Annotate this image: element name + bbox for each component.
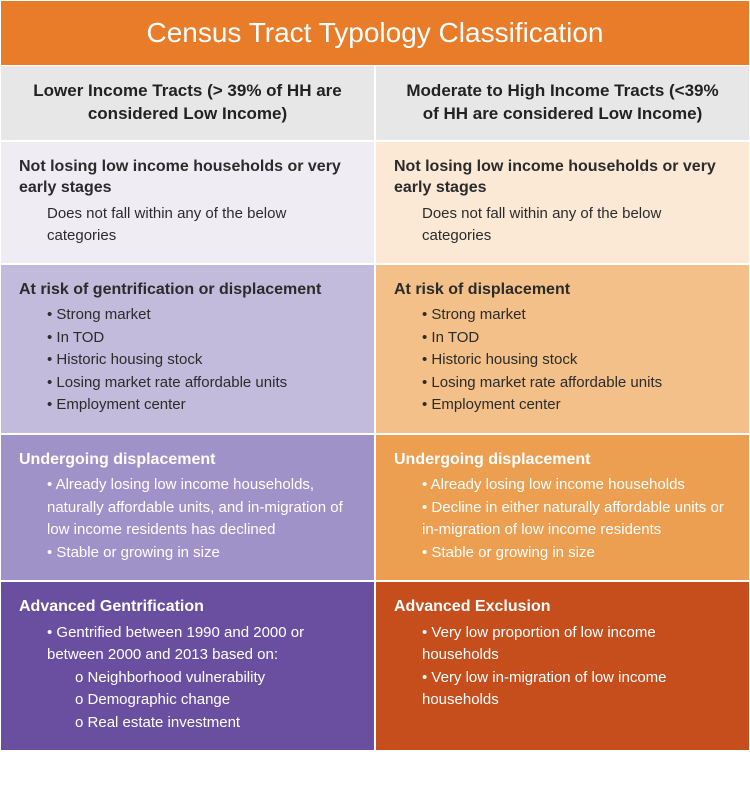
stage-title: Not losing low income households or very… [19,156,356,199]
stage-title: At risk of gentrification or displacemen… [19,279,356,301]
stage-title: Undergoing displacement [19,449,356,471]
stage-body: Does not fall within any of the below ca… [394,203,731,247]
sub-bullet-item: Demographic change [75,689,356,712]
bullet-item: Already losing low income households, na… [47,474,356,542]
stage-cell-col0-row2: Undergoing displacement Already losing lo… [0,434,375,582]
stage-bullets: Already losing low income households, na… [19,474,356,564]
stage-bullets: Strong marketIn TODHistoric housing stoc… [19,304,356,417]
stage-cell-col1-row3: Advanced Exclusion Very low proportion of… [375,581,750,751]
column-header-0: Lower Income Tracts (> 39% of HH are con… [0,65,375,141]
stage-cell-col1-row2: Undergoing displacement Already losing lo… [375,434,750,582]
bullet-item: Strong market [47,304,356,327]
sub-bullet-item: Real estate investment [75,712,356,735]
bullet-item: Stable or growing in size [47,542,356,565]
bullet-item: Losing market rate affordable units [47,372,356,395]
stage-body: Does not fall within any of the below ca… [19,203,356,247]
stage-cell-col0-row0: Not losing low income households or very… [0,141,375,264]
stage-title: Advanced Gentrification [19,596,356,618]
stage-cell-col0-row1: At risk of gentrification or displacemen… [0,264,375,434]
column-header-1: Moderate to High Income Tracts (<39% of … [375,65,750,141]
stage-cell-col1-row1: At risk of displacement Strong marketIn T… [375,264,750,434]
stage-bullets: Already losing low income householdsDecl… [394,474,731,564]
bullet-item: Historic housing stock [422,349,731,372]
bullet-item: Stable or growing in size [422,542,731,565]
bullet-item: In TOD [47,327,356,350]
grid: Lower Income Tracts (> 39% of HH are con… [0,65,750,751]
stage-title: Not losing low income households or very… [394,156,731,199]
stage-title: Advanced Exclusion [394,596,731,618]
stage-title: Undergoing displacement [394,449,731,471]
sub-bullet-item: Neighborhood vulnerability [75,667,356,690]
column-header-text: Lower Income Tracts (> 39% of HH are con… [23,80,352,126]
bullet-item: Decline in either naturally affordable u… [422,497,731,542]
bullet-item: Losing market rate affordable units [422,372,731,395]
bullet-item: In TOD [422,327,731,350]
bullet-item: Employment center [422,394,731,417]
stage-bullets: Very low proportion of low income househ… [394,622,731,712]
stage-sub-bullets: Neighborhood vulnerabilityDemographic ch… [47,667,356,735]
title-bar: Census Tract Typology Classification [0,0,750,65]
stage-cell-col0-row3: Advanced Gentrification Gentrified betwee… [0,581,375,751]
stage-bullets: Gentrified between 1990 and 2000 or betw… [19,622,356,735]
stage-cell-col1-row0: Not losing low income households or very… [375,141,750,264]
title-text: Census Tract Typology Classification [146,17,603,48]
column-header-text: Moderate to High Income Tracts (<39% of … [398,80,727,126]
bullet-item: Very low proportion of low income househ… [422,622,731,667]
bullet-item: Employment center [47,394,356,417]
bullet-item: Very low in-migration of low income hous… [422,667,731,712]
stage-bullets: Strong marketIn TODHistoric housing stoc… [394,304,731,417]
stage-title: At risk of displacement [394,279,731,301]
bullet-item: Already losing low income households [422,474,731,497]
bullet-item: Gentrified between 1990 and 2000 or betw… [47,622,356,667]
bullet-item: Historic housing stock [47,349,356,372]
typology-table: Census Tract Typology Classification Low… [0,0,750,751]
bullet-item: Strong market [422,304,731,327]
